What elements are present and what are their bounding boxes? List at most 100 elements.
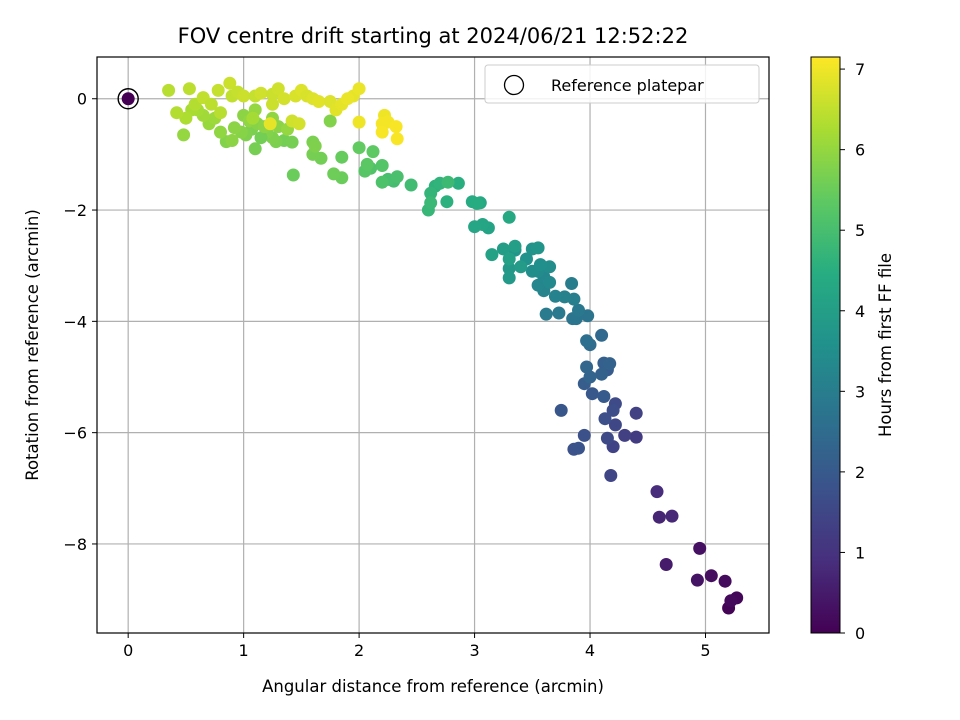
data-point (502, 262, 516, 275)
data-point (603, 357, 617, 371)
colorbar-label: Hours from first FF file (876, 253, 895, 437)
legend-reference-marker (503, 74, 525, 96)
colorbar-tick-label: 4 (855, 302, 865, 321)
data-point (341, 92, 355, 106)
data-point (543, 275, 557, 289)
reference-point (121, 92, 135, 106)
data-point (254, 131, 268, 145)
data-point (246, 111, 260, 125)
data-point (162, 83, 176, 97)
data-point (577, 428, 591, 442)
data-point (629, 430, 643, 444)
data-point (598, 412, 612, 426)
data-point (693, 541, 707, 555)
data-point (580, 360, 594, 374)
data-point (580, 334, 594, 348)
colorbar-tick-label: 6 (855, 141, 865, 160)
data-point (606, 403, 620, 417)
colorbar-tick-label: 1 (855, 543, 865, 562)
data-point (502, 210, 516, 224)
data-point (327, 167, 341, 181)
data-point (595, 328, 609, 342)
data-point (182, 82, 196, 96)
colorbar-tick-label: 2 (855, 463, 865, 482)
data-point (204, 97, 218, 111)
data-point (585, 387, 599, 401)
data-point (277, 92, 291, 106)
data-point (352, 115, 366, 129)
data-point (263, 117, 277, 131)
data-point (214, 125, 227, 139)
data-point (704, 569, 718, 583)
data-point (248, 142, 262, 156)
colorbar-tick-label: 5 (855, 221, 865, 240)
y-tick-label: 0 (77, 90, 87, 109)
legend: Reference platepar (484, 64, 760, 104)
data-point (366, 145, 380, 159)
data-point (618, 428, 632, 442)
colorbar: 0 1 2 3 4 5 6 7 Hours from first FF file (810, 56, 895, 643)
reference-marker-group (117, 88, 139, 110)
data-point (323, 114, 337, 128)
data-point (225, 134, 239, 147)
data-point (572, 303, 585, 317)
data-point (554, 403, 568, 417)
data-point (468, 220, 482, 234)
data-point (508, 239, 522, 253)
data-point (211, 83, 225, 97)
reference-ring (117, 88, 139, 110)
data-point (451, 176, 465, 190)
data-point (502, 271, 516, 285)
data-point (375, 175, 389, 189)
colorbar-gradient (810, 56, 841, 634)
data-point (308, 139, 322, 153)
data-point (650, 485, 664, 499)
x-tick-label: 1 (239, 641, 249, 660)
colorbar-ticks: 0 1 2 3 4 5 6 7 (840, 60, 865, 643)
data-point (312, 95, 326, 108)
data-point (352, 82, 366, 96)
data-point (271, 82, 285, 96)
data-point (440, 195, 454, 209)
data-point (724, 594, 738, 608)
chart-title: FOV centre drift starting at 2024/06/21 … (178, 24, 689, 48)
data-point (470, 196, 484, 210)
y-tick-label: −8 (63, 535, 87, 554)
x-tick-label: 3 (469, 641, 479, 660)
data-point (533, 258, 547, 272)
legend-entry-reference: Reference platepar (551, 76, 704, 95)
data-point (600, 431, 614, 445)
data-point (404, 178, 418, 192)
data-point (375, 125, 389, 139)
colorbar-tick-label: 7 (855, 60, 865, 79)
data-point (352, 141, 366, 155)
y-tick-label: −6 (63, 424, 87, 443)
data-point (502, 252, 516, 266)
x-tick-label: 2 (354, 641, 364, 660)
data-point (552, 306, 566, 320)
data-point (390, 132, 404, 146)
data-point (629, 406, 643, 420)
data-point (572, 441, 585, 455)
y-tick-label: −2 (63, 201, 87, 220)
colorbar-tick-label: 3 (855, 382, 865, 401)
data-point (266, 97, 279, 111)
x-tick-label: 5 (700, 641, 710, 660)
data-point (718, 574, 732, 588)
data-point (690, 573, 704, 587)
data-points (162, 76, 744, 615)
plot-frame (96, 56, 770, 634)
data-point (496, 242, 510, 256)
legend-box (484, 64, 760, 104)
data-point (177, 128, 191, 142)
data-point (424, 186, 438, 200)
data-point (214, 106, 227, 120)
data-point (292, 117, 306, 131)
y-axis-label: Rotation from reference (arcmin) (23, 209, 42, 481)
plot-area (97, 57, 769, 633)
data-point (665, 509, 679, 523)
data-point (485, 248, 499, 262)
data-point (608, 418, 622, 432)
y-tick-label: −4 (63, 312, 87, 331)
